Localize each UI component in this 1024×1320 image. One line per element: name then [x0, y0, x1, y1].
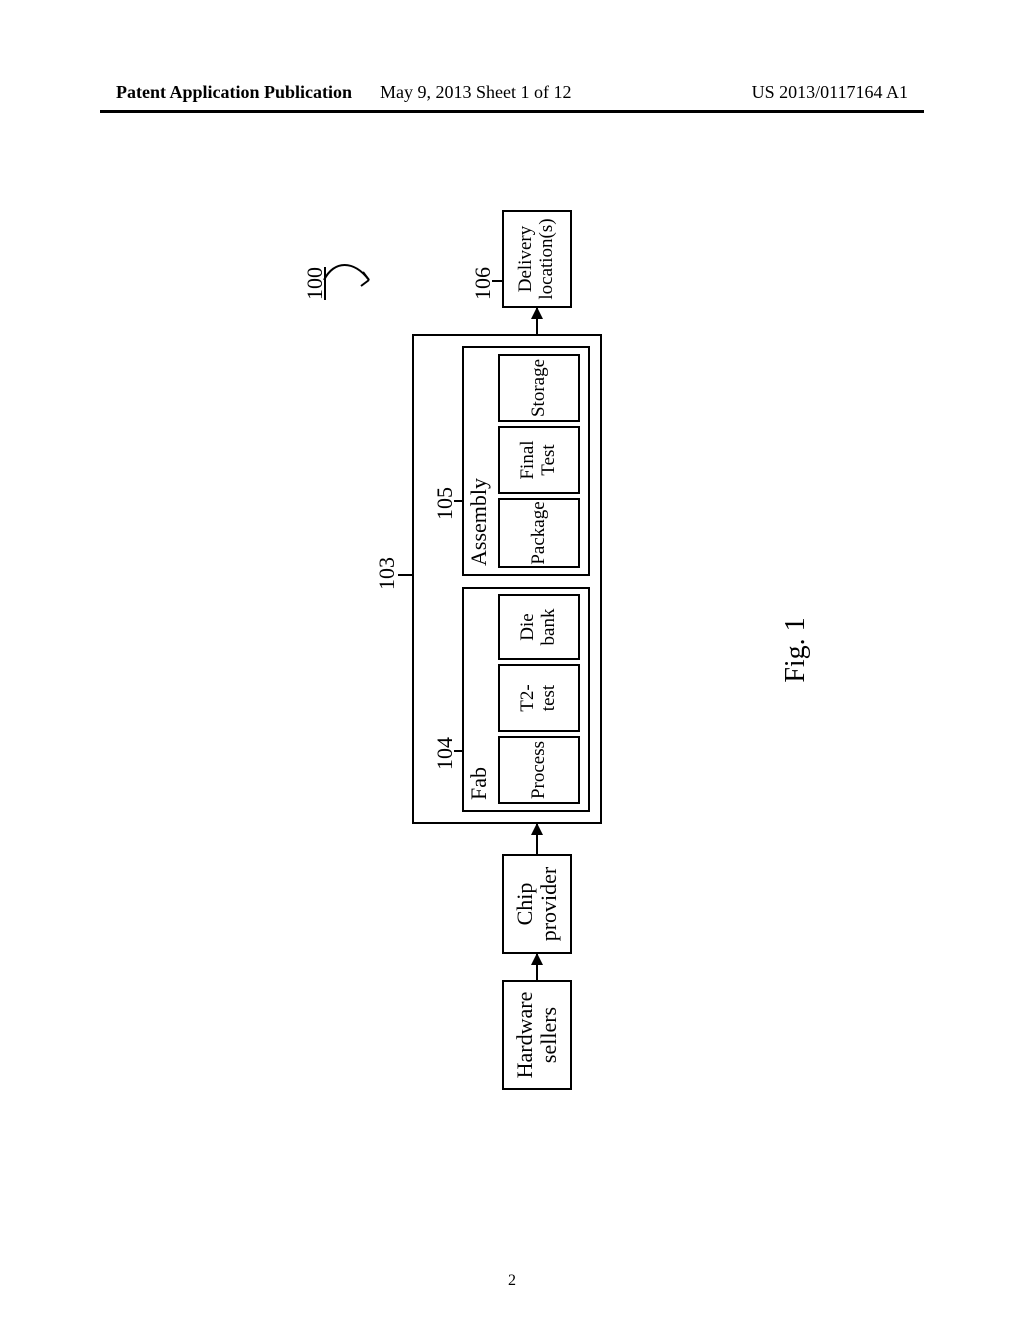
header-mid: May 9, 2013 Sheet 1 of 12: [380, 82, 571, 103]
ref-103-lead: [398, 574, 412, 576]
figure-caption: Fig. 1: [780, 617, 812, 682]
ref-100-leader: [324, 250, 384, 290]
ref-105: 105: [432, 487, 458, 520]
arrow-hw-to-chip: [536, 954, 538, 980]
arrow-mfg-to-delivery: [536, 308, 538, 334]
ref-106: 106: [470, 267, 496, 300]
ref-105-lead: [454, 500, 462, 502]
header-left: Patent Application Publication: [116, 82, 352, 103]
ref-104: 104: [432, 737, 458, 770]
box-t2test: T2-test: [498, 664, 580, 732]
fab-label: Fab: [466, 767, 492, 800]
box-process: Process: [498, 736, 580, 804]
box-package: Package: [498, 498, 580, 568]
box-delivery: Delivery location(s): [502, 210, 572, 308]
page-number: 2: [508, 1272, 516, 1290]
ref-104-lead: [454, 750, 462, 752]
box-storage: Storage: [498, 354, 580, 422]
box-finaltest: Final Test: [498, 426, 580, 494]
header-rule: [100, 110, 924, 113]
arrow-chip-to-mfg: [536, 824, 538, 854]
header-right: US 2013/0117164 A1: [752, 82, 908, 103]
ref-106-lead: [492, 280, 502, 282]
box-hardware-sellers: Hardware sellers: [502, 980, 572, 1090]
figure-1: 100 Hardware sellers Chip provider 103 F…: [302, 210, 722, 1090]
box-diebank: Die bank: [498, 594, 580, 660]
ref-103: 103: [374, 557, 400, 590]
assembly-label: Assembly: [466, 478, 492, 566]
box-chip-provider: Chip provider: [502, 854, 572, 954]
